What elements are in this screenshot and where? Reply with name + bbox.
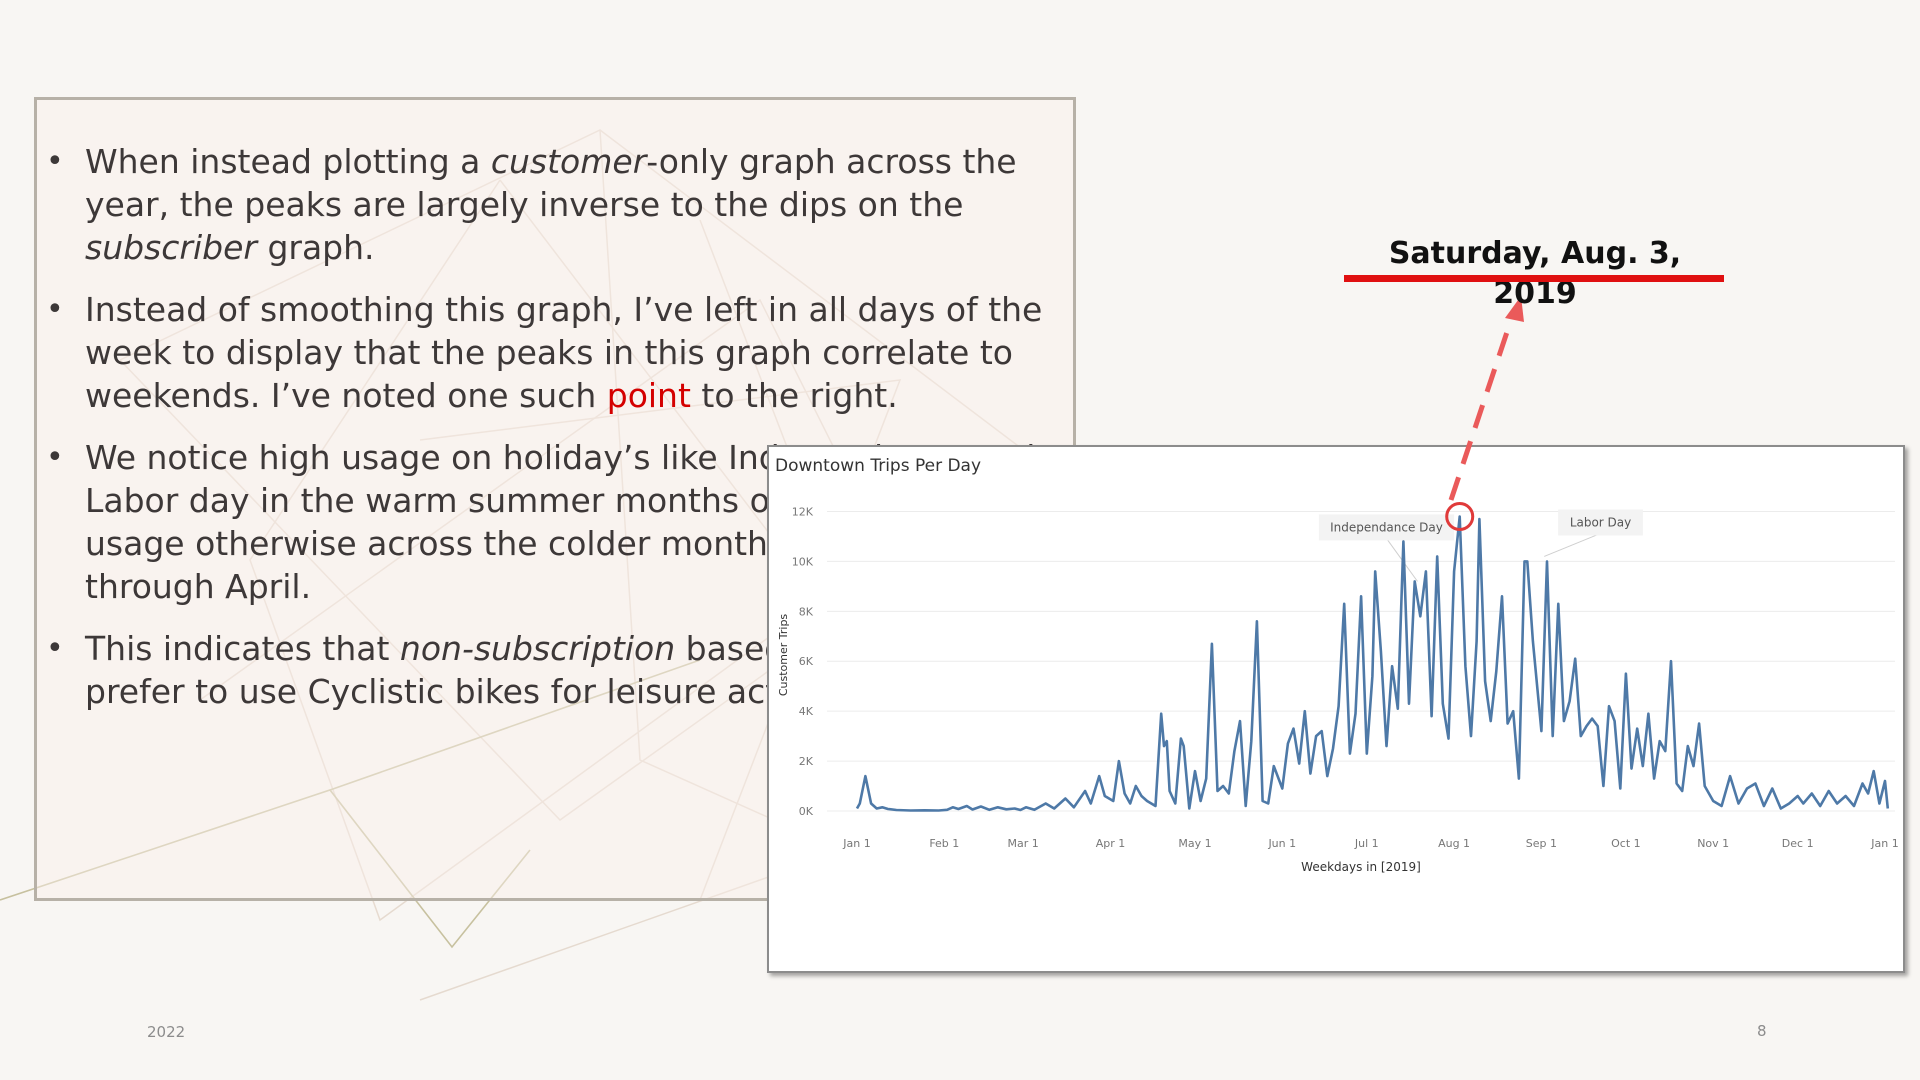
line-chart: Downtown Trips Per Day 0K2K4K6K8K10K12K … bbox=[775, 456, 1899, 874]
bullet-text-segment: to the right. bbox=[690, 376, 898, 415]
callout-underline bbox=[1344, 275, 1724, 282]
x-tick-label: Feb 1 bbox=[929, 837, 959, 850]
x-tick-label: Jan 1 bbox=[842, 837, 870, 850]
x-tick-label: Sep 1 bbox=[1526, 837, 1557, 850]
y-tick-label: 6K bbox=[799, 655, 814, 668]
y-tick-label: 10K bbox=[792, 555, 814, 568]
bullet-text-segment: -only graph across the year, the peaks a… bbox=[85, 142, 1017, 224]
bullet-text-segment: subscriber bbox=[85, 228, 257, 267]
highlight-circle bbox=[1445, 501, 1475, 531]
bullet-text-segment: When instead plotting a bbox=[85, 142, 491, 181]
x-tick-label: Aug 1 bbox=[1438, 837, 1470, 850]
x-tick-label: Nov 1 bbox=[1697, 837, 1729, 850]
chart-grid bbox=[827, 510, 1895, 812]
y-tick-label: 12K bbox=[792, 505, 814, 518]
x-tick-label: Oct 1 bbox=[1611, 837, 1641, 850]
annotation-label: Independance Day bbox=[1330, 520, 1443, 534]
callout-date-label: Saturday, Aug. 3, 2019 bbox=[1388, 236, 1682, 311]
annotation-box bbox=[1318, 514, 1455, 541]
bullet-item: Instead of smoothing this graph, I’ve le… bbox=[46, 288, 1046, 417]
bullet-text-segment: customer bbox=[490, 142, 647, 181]
y-tick-label: 8K bbox=[799, 605, 814, 618]
bullet-item: When instead plotting a customer-only gr… bbox=[46, 140, 1046, 269]
bullet-text-segment: This indicates that bbox=[85, 629, 400, 668]
y-tick-label: 4K bbox=[799, 705, 814, 718]
bullet-text-segment: non-subscription bbox=[399, 629, 676, 668]
y-tick-label: 2K bbox=[799, 755, 814, 768]
y-axis-label: Customer Trips bbox=[777, 614, 790, 697]
x-tick-label: May 1 bbox=[1178, 837, 1211, 850]
x-axis-label: Weekdays in [2019] bbox=[1301, 860, 1421, 874]
bullet-text-segment: Instead of smoothing this graph, I’ve le… bbox=[85, 290, 1043, 415]
bullet-text-segment: graph. bbox=[256, 228, 375, 267]
annotation-box bbox=[1558, 509, 1643, 536]
x-tick-label: Mar 1 bbox=[1008, 837, 1039, 850]
footer-year: 2022 bbox=[147, 1023, 186, 1041]
annotation-label: Labor Day bbox=[1570, 515, 1631, 529]
bullet-text-segment: point bbox=[606, 376, 691, 415]
customer-trips-line bbox=[855, 515, 1890, 812]
annotation-leader-line bbox=[1544, 533, 1601, 557]
x-tick-label: Apr 1 bbox=[1096, 837, 1126, 850]
chart-panel: Downtown Trips Per Day 0K 2K 4K 6K 8K 10K 12K … bbox=[767, 445, 1905, 973]
x-axis-ticks: Jan 1 Feb 1 Mar 1 Apr 1 May 1 Jun 1 Jul 1 Aug 1… bbox=[842, 837, 1898, 850]
x-tick-label: Jul 1 bbox=[1354, 837, 1379, 850]
x-tick-label: Jun 1 bbox=[1267, 837, 1296, 850]
x-tick-label: Dec 1 bbox=[1782, 837, 1814, 850]
y-axis-ticks: 0K 2K 4K 6K 8K 10K 12K bbox=[792, 505, 814, 818]
y-tick-label: 0K bbox=[799, 805, 814, 818]
page-number: 8 bbox=[1757, 1022, 1767, 1040]
x-tick-label: Jan 1 bbox=[1870, 837, 1898, 850]
chart-title: Downtown Trips Per Day bbox=[775, 456, 981, 476]
